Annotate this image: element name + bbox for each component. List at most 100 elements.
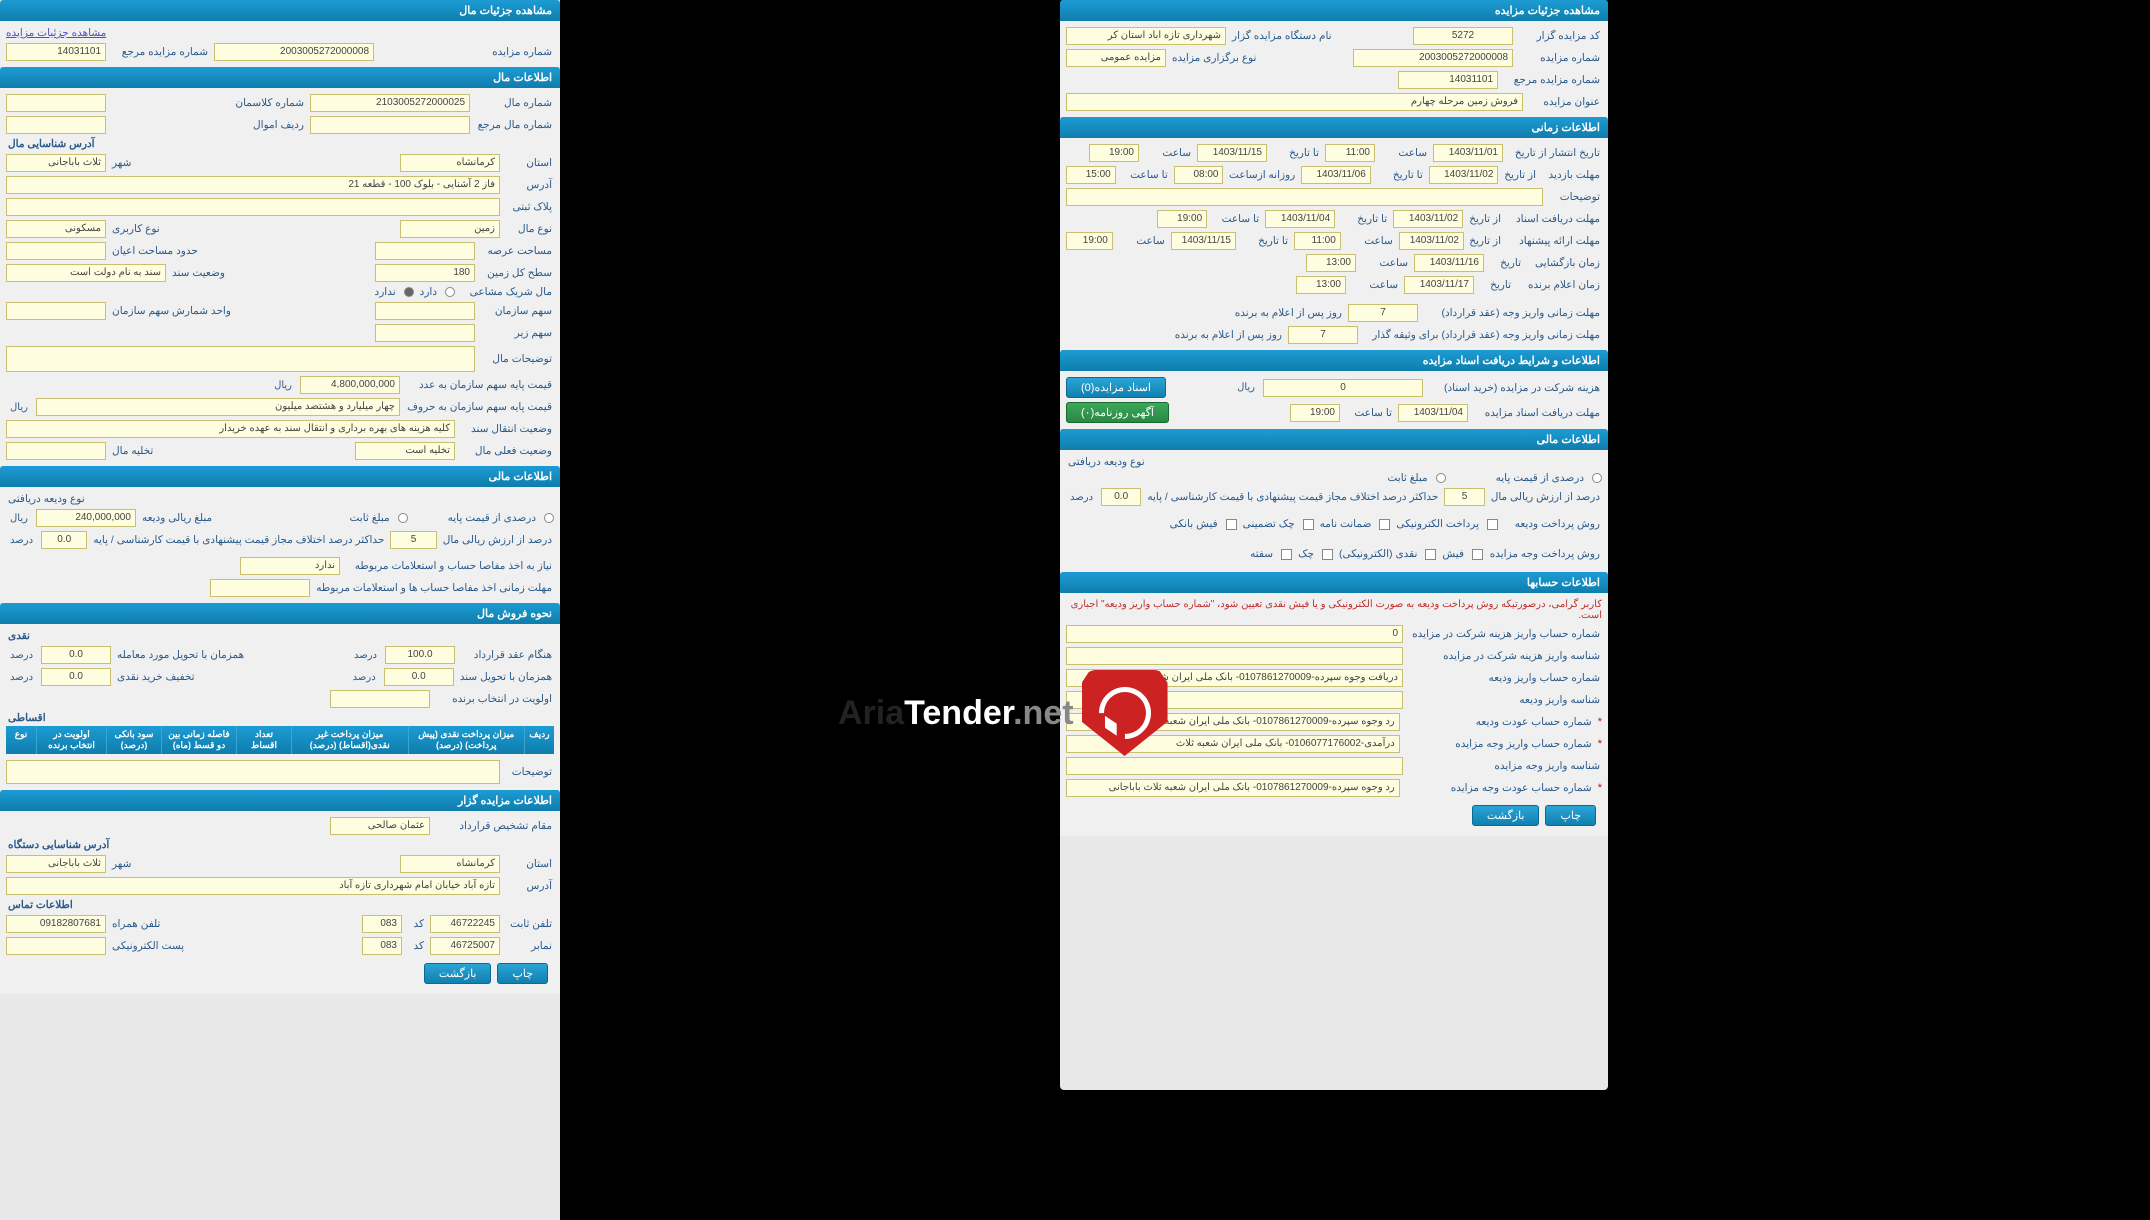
btn-newspaper-ad[interactable]: آگهی روزنامه(۰) (1066, 402, 1169, 423)
fld-announce-t: 13:00 (1296, 276, 1346, 294)
lbl-evac: تخلیه مال (110, 445, 351, 457)
lbl-t1: ساعت (1379, 147, 1429, 159)
fld-transfer: کلیه هزینه های بهره برداری و انتقال سند … (6, 420, 455, 438)
fld-notes-r (1066, 188, 1543, 206)
lbl-auction-method: روش پرداخت وجه مزایده (1487, 548, 1602, 560)
fld-with-deal: 0.0 (41, 646, 111, 664)
radio-fixed[interactable] (398, 513, 408, 523)
fld-notes2 (6, 760, 500, 784)
lbl-auction-no: شماره مزایده (378, 46, 554, 58)
lbl-area: مساحت عرصه (479, 245, 554, 257)
btn-auction-docs[interactable]: اسناد مزایده(0) (1066, 377, 1166, 398)
fld-code: 083 (362, 915, 402, 933)
chk-bank[interactable] (1226, 519, 1237, 530)
radio-pct-base[interactable] (544, 513, 554, 523)
fld-priority (330, 690, 430, 708)
lbl-count-unit: واحد شمارش سهم سازمان (110, 305, 371, 317)
lbl-shared-no: ندارد (373, 286, 398, 298)
lbl-at-contract: هنگام عقد قرارداد (459, 649, 554, 661)
btn-print-left[interactable]: چاپ (497, 963, 548, 984)
fld-code-r: 5272 (1413, 27, 1513, 45)
lbl-visit-from: از تاریخ (1502, 169, 1538, 181)
unit-pct-2: درصد (350, 650, 381, 661)
lbl-ref-no: شماره مزایده مرجع (110, 46, 210, 58)
fld-pct-val-r: 5 (1444, 488, 1484, 506)
lbl-dev-name: نام دستگاه مزایده گزار (1230, 30, 1409, 42)
chk-guar[interactable] (1379, 519, 1390, 530)
radio-pct-base-r[interactable] (1592, 473, 1602, 483)
unit-pct-5: درصد (6, 672, 37, 683)
fld-current-status: تخلیه است (355, 442, 455, 460)
chk-cash-elec[interactable] (1425, 549, 1436, 560)
btn-print-right[interactable]: چاپ (1545, 805, 1596, 826)
radio-shared-no[interactable] (404, 287, 414, 297)
lbl-after-announce-1: روز پس از اعلام به برنده (1233, 307, 1344, 319)
fld-ref-no-r: 14031101 (1398, 71, 1498, 89)
fld-status: سند به نام دولت است (6, 264, 166, 282)
fld-part-cost: 0 (1263, 379, 1423, 397)
fld-prop-no: 2103005272000025 (310, 94, 470, 112)
chk-elec[interactable] (1487, 519, 1498, 530)
chk-fish[interactable] (1472, 549, 1483, 560)
lbl-acc2: شناسه واریز هزینه شرکت در مزایده (1407, 650, 1602, 662)
lbl-code: کد (406, 918, 426, 930)
lbl-max-diff-r: حداکثر درصد اختلاف مجاز قیمت پیشنهادی با… (1145, 491, 1440, 503)
lbl-m-cash-elec: نقدی (الکترونیکی) (1337, 548, 1419, 560)
lbl-doc-deadline-tl: تا ساعت (1344, 407, 1394, 419)
lbl-with-deal: همزمان با تحویل مورد معامله (115, 649, 346, 661)
fld-auth: عثمان صالحی (330, 817, 430, 835)
lbl-shared: مال شریک مشاعی (459, 286, 554, 298)
btn-back-left[interactable]: بازگشت (424, 963, 492, 984)
lbl-deposit-time: مهلت زمانی واریز وجه (عقد قرارداد) (1422, 307, 1602, 319)
fld-pub-from: 1403/11/01 (1433, 144, 1503, 162)
fld-auction-no: 2003005272000008 (214, 43, 374, 61)
hdr-sale-method: نحوه فروش مال (0, 603, 560, 624)
lbl-doc-to-date: تا تاریخ (1339, 213, 1389, 225)
btn-back-right[interactable]: بازگشت (1472, 805, 1540, 826)
fld-open-t: 13:00 (1306, 254, 1356, 272)
lbl-m-guar: ضمانت نامه (1318, 518, 1374, 530)
lbl-notes-r: توضیحات (1547, 191, 1602, 203)
lbl-offer-from: از تاریخ (1468, 235, 1503, 247)
lbl-address2: آدرس (504, 880, 554, 892)
lbl-cash-hdr: نقدی (6, 630, 32, 642)
lbl-pct-val: درصد از ارزش ریالی مال (441, 534, 554, 546)
fld-pub-from-t: 11:00 (1325, 144, 1375, 162)
lbl-to1: تا تاریخ (1271, 147, 1321, 159)
radio-shared-yes[interactable] (445, 287, 455, 297)
chk-safteh[interactable] (1281, 549, 1292, 560)
link-auction-detail[interactable]: مشاهده جزئیات مزایده (6, 27, 106, 39)
fld-dev-name: شهرداری تازه اباد استان کر (1066, 27, 1226, 45)
lbl-ref-prop: شماره مال مرجع (474, 119, 554, 131)
lbl-row-asset: ردیف اموال (110, 119, 306, 131)
unit-rial-2: ریال (6, 402, 32, 413)
lbl-settle-time: مهلت زمانی اخذ مفاصا حساب ها و استعلامات… (314, 582, 554, 594)
fld-type-r: مزایده عمومی (1066, 49, 1166, 67)
fld-need-settle: ندارد (240, 557, 340, 575)
fld-acc2 (1066, 647, 1403, 665)
fld-guarantee-time: 7 (1288, 326, 1358, 344)
radio-fixed-r[interactable] (1436, 473, 1446, 483)
fld-offer-t1: 11:00 (1294, 232, 1341, 250)
fld-with-doc: 0.0 (384, 668, 454, 686)
lbl-usage: نوع کاربری (110, 223, 396, 235)
lbl-with-doc: همزمان با تحویل سند (458, 671, 554, 683)
fld-acc1: 0 (1066, 625, 1403, 643)
lbl-acc3: شماره حساب واریز ودیعه (1407, 672, 1602, 684)
lbl-email: پست الکترونیکی (110, 940, 358, 952)
chk-check2[interactable] (1322, 549, 1333, 560)
chk-check[interactable] (1303, 519, 1314, 530)
tbl-col-priority: اولویت در انتخاب برنده (36, 726, 106, 754)
tbl-col-gap: فاصله زمانی بین دو قسط (ماه) (161, 726, 236, 754)
lbl-doc-to-t: تا ساعت (1211, 213, 1261, 225)
fld-doc-to: 1403/11/04 (1265, 210, 1335, 228)
lbl-notes2: توضیحات (504, 766, 554, 778)
lbl-offer-t1: ساعت (1345, 235, 1395, 247)
accounts-note: کاربر گرامی، درصورتیکه روش پرداخت ودیعه … (1066, 597, 1602, 623)
lbl-contact-hdr: اطلاعات تماس (6, 899, 75, 911)
lbl-type-r: نوع برگزاری مزایده (1170, 52, 1349, 64)
fld-evac (6, 442, 106, 460)
lbl-base-price-num: قیمت پایه سهم سازمان به عدد (404, 379, 554, 391)
unit-pct-4: درصد (349, 672, 380, 683)
fld-fax-code: 083 (362, 937, 402, 955)
